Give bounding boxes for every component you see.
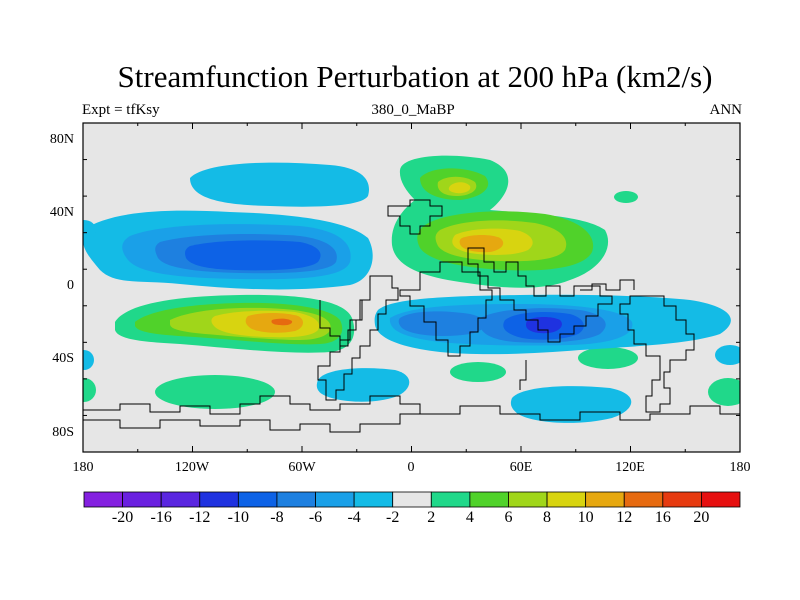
subtitle-center: 380_0_MaBP [371,102,455,118]
colorbar-swatch [237,491,278,508]
axis-ticks [82,122,741,453]
contour-positive-blob-s-indian [578,347,638,369]
contour-positive-blob-e-edge [708,378,740,406]
y-tick-label-40n: 40N [49,205,74,220]
colorbar-swatch [276,491,316,508]
colorbar-swatch [315,491,355,508]
colorbar-swatch [392,491,432,508]
colorbar-label: 16 [654,509,671,526]
y-tick-label-eq: 0 [67,278,74,293]
colorbar-label: -4 [347,509,361,526]
colorbar-label: -6 [308,509,323,526]
contour-negative-north-pacific [190,162,370,207]
colorbar-swatch [662,491,702,508]
coast-australia [619,295,695,413]
colorbar-label: -20 [111,509,134,526]
colorbar-label: -16 [150,509,172,526]
colorbar-label: 20 [693,509,710,526]
contour-positive-blob-s-atlantic [450,362,506,382]
contour-negative-north-band-l4 [185,240,321,271]
colorbar-swatch [83,491,123,508]
contour-positive-south-band-l6 [271,318,293,326]
colorbar-swatch [160,491,201,508]
contour-negative-south-indian-l5 [526,317,562,334]
x-tick-label-60w: 60W [288,460,316,475]
coast-indonesia [580,279,635,291]
x-tick-label-180w: 180 [72,460,94,475]
contour-negative-blob-sw [83,350,94,370]
colorbar-swatch [701,491,741,508]
x-tick-label-120e: 120E [615,460,645,475]
x-tick-label-60e: 60E [509,460,533,475]
coast-europe [387,199,443,235]
contour-fields [83,155,740,423]
colorbar-label: -2 [386,509,400,526]
contour-positive-blob-ne [614,191,638,203]
colorbar-swatch [585,491,625,508]
colorbar-label: 10 [577,509,594,526]
contour-positive-blob-w-edge [83,378,96,402]
colorbar-swatch [353,491,394,508]
coast-south-america [317,275,399,401]
contour-positive-blob-s-pacific [155,375,275,409]
y-tick-label-80n: 80N [49,132,74,147]
colorbar-swatch [199,491,239,508]
coast-africa [399,261,493,357]
coast-antarctica [83,395,421,433]
y-tick-label-40s: 40S [52,351,74,366]
colorbar-label: 12 [616,509,633,526]
x-tick-label-180e: 180 [729,460,751,475]
colorbar [83,491,741,508]
x-tick-label-120w: 120W [174,460,210,475]
coast-misc-1 [519,360,527,390]
colorbar-swatch [122,491,162,508]
colorbar-label: -8 [270,509,284,526]
contour-negative-south-atlantic [316,368,410,402]
coastlines [83,199,740,433]
contour-negative-blob-nw [83,220,96,240]
y-tick-label-80s: 80S [52,425,74,440]
colorbar-label: 2 [427,509,436,526]
x-tick-label-0: 0 [407,460,415,475]
subtitle-left: Expt = tfKsy [82,102,160,118]
colorbar-label: -10 [227,509,249,526]
colorbar-swatch [623,491,664,508]
colorbar-label: 6 [504,509,513,526]
contour-negative-blob-se [715,345,740,365]
subtitle-right: ANN [709,102,743,118]
coast-antarctica-east [420,405,740,421]
colorbar-label: 8 [543,509,552,526]
contour-negative-south-indian-high [510,386,632,423]
colorbar-swatch [469,491,509,508]
colorbar-label: 4 [465,509,474,526]
coast-asia [467,247,613,343]
colorbar-swatch [430,491,471,508]
plot-title: Streamfunction Perturbation at 200 hPa (… [117,59,713,94]
colorbar-swatch [546,491,587,508]
colorbar-swatch [508,491,548,508]
colorbar-label: -12 [189,509,211,526]
